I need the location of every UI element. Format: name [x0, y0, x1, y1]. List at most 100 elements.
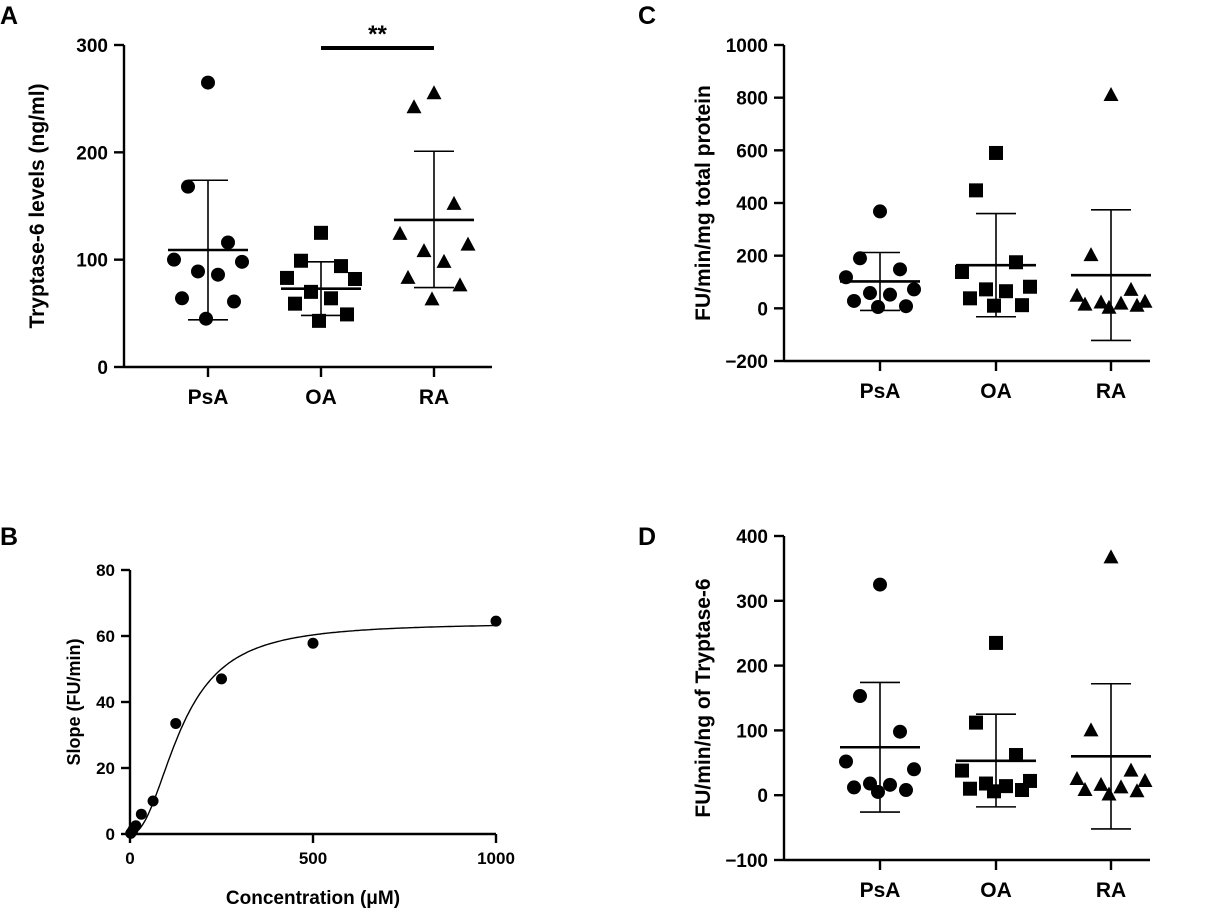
data-point — [490, 615, 502, 627]
data-point — [871, 300, 885, 315]
group-psa: PsA — [167, 75, 249, 409]
data-point — [1101, 786, 1117, 801]
data-point — [1009, 748, 1023, 763]
y-tick-label: 100 — [736, 721, 768, 742]
data-point — [227, 294, 241, 309]
data-point — [847, 293, 861, 308]
data-point — [1123, 762, 1139, 777]
data-point — [191, 264, 205, 279]
data-point — [334, 259, 348, 274]
y-axis-label: FU/min/mg total protein — [692, 85, 715, 321]
data-point — [294, 253, 308, 268]
y-tick-label: 200 — [736, 247, 768, 268]
data-point — [436, 253, 452, 268]
panel-c: −200 0 200 400 600 800 1000 FU/min/mg total pro… — [692, 36, 1153, 403]
data-point — [406, 99, 422, 114]
panel-letter-c: C — [638, 2, 656, 30]
y-tick-label: 0 — [757, 786, 768, 807]
data-point — [1069, 287, 1085, 302]
data-point — [1077, 782, 1093, 797]
y-axis-label: Tryptase-6 levels (ng/ml) — [26, 83, 49, 328]
data-point — [307, 637, 319, 649]
data-point — [999, 284, 1013, 299]
data-point — [989, 145, 1003, 160]
data-point — [963, 781, 977, 796]
data-point — [853, 251, 867, 266]
data-point — [987, 784, 1001, 799]
data-point — [1069, 771, 1085, 785]
data-point — [1103, 87, 1119, 102]
y-tick-label: 60 — [96, 627, 115, 646]
data-point — [130, 820, 142, 832]
data-point — [1077, 296, 1093, 311]
y-tick-label: 0 — [757, 299, 768, 320]
x-tick-label: 500 — [299, 849, 327, 868]
data-point — [853, 689, 867, 704]
data-point — [312, 313, 326, 328]
data-point — [211, 267, 225, 282]
y-tick-label: 0 — [97, 358, 108, 379]
data-point — [873, 577, 887, 592]
data-point — [392, 225, 408, 240]
data-point — [348, 271, 362, 286]
data-point — [135, 808, 147, 820]
data-point — [201, 75, 215, 90]
data-point — [839, 270, 853, 285]
data-point — [1009, 255, 1023, 270]
data-point — [989, 635, 1003, 650]
data-point — [899, 299, 913, 314]
panel-a: 0 100 200 300 Tryptase-6 levels (ng/ml) PsA OA… — [26, 21, 492, 409]
data-point — [147, 795, 159, 807]
group-oa: OA — [955, 145, 1037, 403]
data-point — [839, 754, 853, 769]
data-point — [1123, 281, 1139, 296]
data-point — [847, 780, 861, 795]
data-point — [955, 763, 969, 778]
data-point — [979, 282, 993, 297]
data-point — [1023, 279, 1037, 294]
panel-d: −100 0 100 200 300 400 FU/min/ng of Tryptase-6… — [692, 527, 1153, 902]
data-point — [280, 270, 294, 285]
data-point — [1103, 549, 1119, 564]
data-point — [893, 724, 907, 739]
group-psa: PsA — [839, 204, 921, 403]
data-point — [1113, 295, 1129, 310]
data-point — [1137, 772, 1153, 787]
x-category-label: OA — [980, 879, 1012, 902]
data-point — [216, 673, 227, 685]
y-tick-label: 0 — [106, 825, 115, 844]
data-point — [1129, 297, 1145, 312]
data-point — [1015, 783, 1029, 798]
x-category-label: RA — [1096, 380, 1126, 403]
y-tick-label: −100 — [725, 851, 768, 872]
data-point — [426, 85, 442, 100]
data-point — [1113, 779, 1129, 794]
group-psa: PsA — [839, 577, 921, 902]
x-category-label: RA — [419, 386, 449, 409]
data-point — [199, 311, 213, 326]
y-tick-label: 80 — [96, 561, 115, 580]
fit-curve — [129, 624, 496, 835]
x-axis-label: Concentration (μM) — [226, 888, 400, 909]
group-ra: RA — [1069, 87, 1153, 403]
data-point — [340, 307, 354, 322]
panel-letter-b: B — [0, 523, 18, 551]
data-point — [175, 291, 189, 306]
data-point — [907, 282, 921, 297]
data-point — [1137, 293, 1153, 308]
x-category-label: PsA — [860, 380, 901, 403]
data-point — [955, 264, 969, 279]
y-tick-label: 200 — [76, 143, 108, 164]
data-point — [1093, 776, 1109, 791]
x-tick-label: 1000 — [477, 849, 515, 868]
data-point — [999, 779, 1013, 794]
data-point — [963, 291, 977, 306]
data-point — [324, 291, 338, 306]
significance-label: ** — [368, 21, 387, 48]
data-point — [1083, 247, 1099, 262]
y-tick-label: 600 — [736, 141, 768, 162]
panel-letter-d: D — [638, 523, 656, 551]
data-point — [1083, 722, 1099, 737]
x-tick-label: 0 — [125, 849, 134, 868]
